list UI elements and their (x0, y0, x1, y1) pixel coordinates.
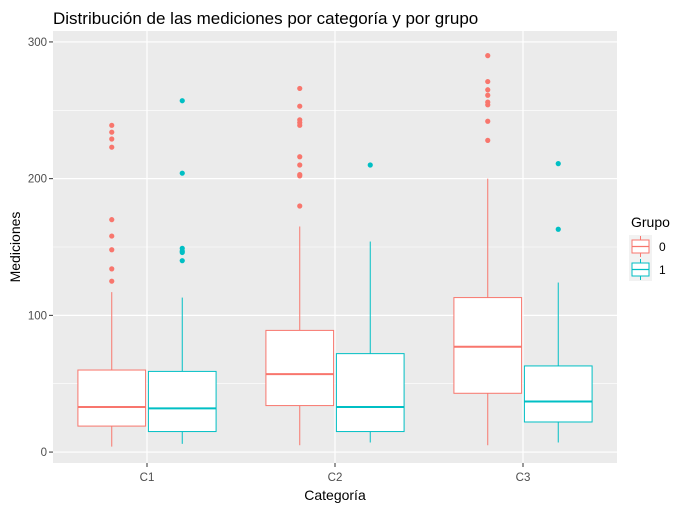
outlier-point (109, 278, 115, 284)
y-axis-title: Mediciones (7, 212, 23, 283)
box-C2-group-0 (265, 85, 335, 446)
legend-items: 01 (629, 235, 666, 281)
outlier-point (485, 137, 491, 143)
legend-item-0: 0 (629, 235, 666, 258)
outlier-point (179, 245, 185, 251)
grid-lines (53, 31, 617, 463)
x-tick-label: C3 (516, 472, 531, 484)
outlier-point (297, 103, 303, 109)
outlier-point (179, 258, 185, 264)
chart-title: Distribución de las mediciones por categ… (53, 9, 478, 28)
outlier-point (179, 98, 185, 104)
outlier-point (485, 118, 491, 124)
outlier-point (297, 203, 303, 209)
outlier-point (109, 266, 115, 272)
outlier-point (109, 122, 115, 128)
outlier-point (297, 117, 303, 123)
outlier-point (109, 217, 115, 223)
x-axis-title: Categoría (304, 487, 366, 503)
outlier-point (297, 162, 303, 168)
box-body (335, 353, 405, 433)
box-body (265, 329, 335, 407)
legend-label: 0 (659, 240, 666, 254)
box-body (77, 369, 147, 427)
box-C1-group-1 (147, 98, 217, 444)
legend-label: 1 (659, 263, 666, 277)
legend: Grupo 01 (629, 214, 670, 281)
y-tick-label: 200 (28, 174, 47, 186)
outlier-point (109, 144, 115, 150)
box-body (453, 297, 523, 394)
outlier-point (485, 99, 491, 105)
outlier-point (485, 53, 491, 59)
box-C2-group-1 (335, 162, 405, 443)
outlier-point (179, 170, 185, 176)
outlier-point (485, 87, 491, 93)
outlier-point (297, 154, 303, 160)
outlier-point (109, 129, 115, 135)
y-tick-label: 100 (28, 310, 47, 322)
box-C3-group-0 (453, 53, 523, 446)
box-C3-group-1 (523, 161, 593, 443)
legend-item-1: 1 (629, 258, 666, 281)
outlier-point (109, 247, 115, 253)
outlier-point (555, 226, 561, 232)
outlier-point (555, 161, 561, 167)
outlier-point (485, 92, 491, 98)
y-tick-label: 0 (41, 447, 47, 459)
x-tick-label: C2 (328, 472, 343, 484)
outlier-point (109, 136, 115, 142)
box-body (147, 370, 217, 433)
outlier-point (367, 162, 373, 168)
x-tick-label: C1 (140, 472, 155, 484)
outlier-point (109, 233, 115, 239)
axes: 0 100 200 300 C1 C2 C3 (28, 37, 531, 484)
box-layer (77, 53, 593, 447)
outlier-point (485, 78, 491, 85)
legend-title: Grupo (631, 214, 670, 230)
box-C1-group-0 (77, 122, 147, 447)
box-body (523, 365, 593, 423)
outlier-point (297, 171, 303, 178)
y-tick-label: 300 (28, 37, 47, 49)
outlier-point (297, 85, 303, 92)
